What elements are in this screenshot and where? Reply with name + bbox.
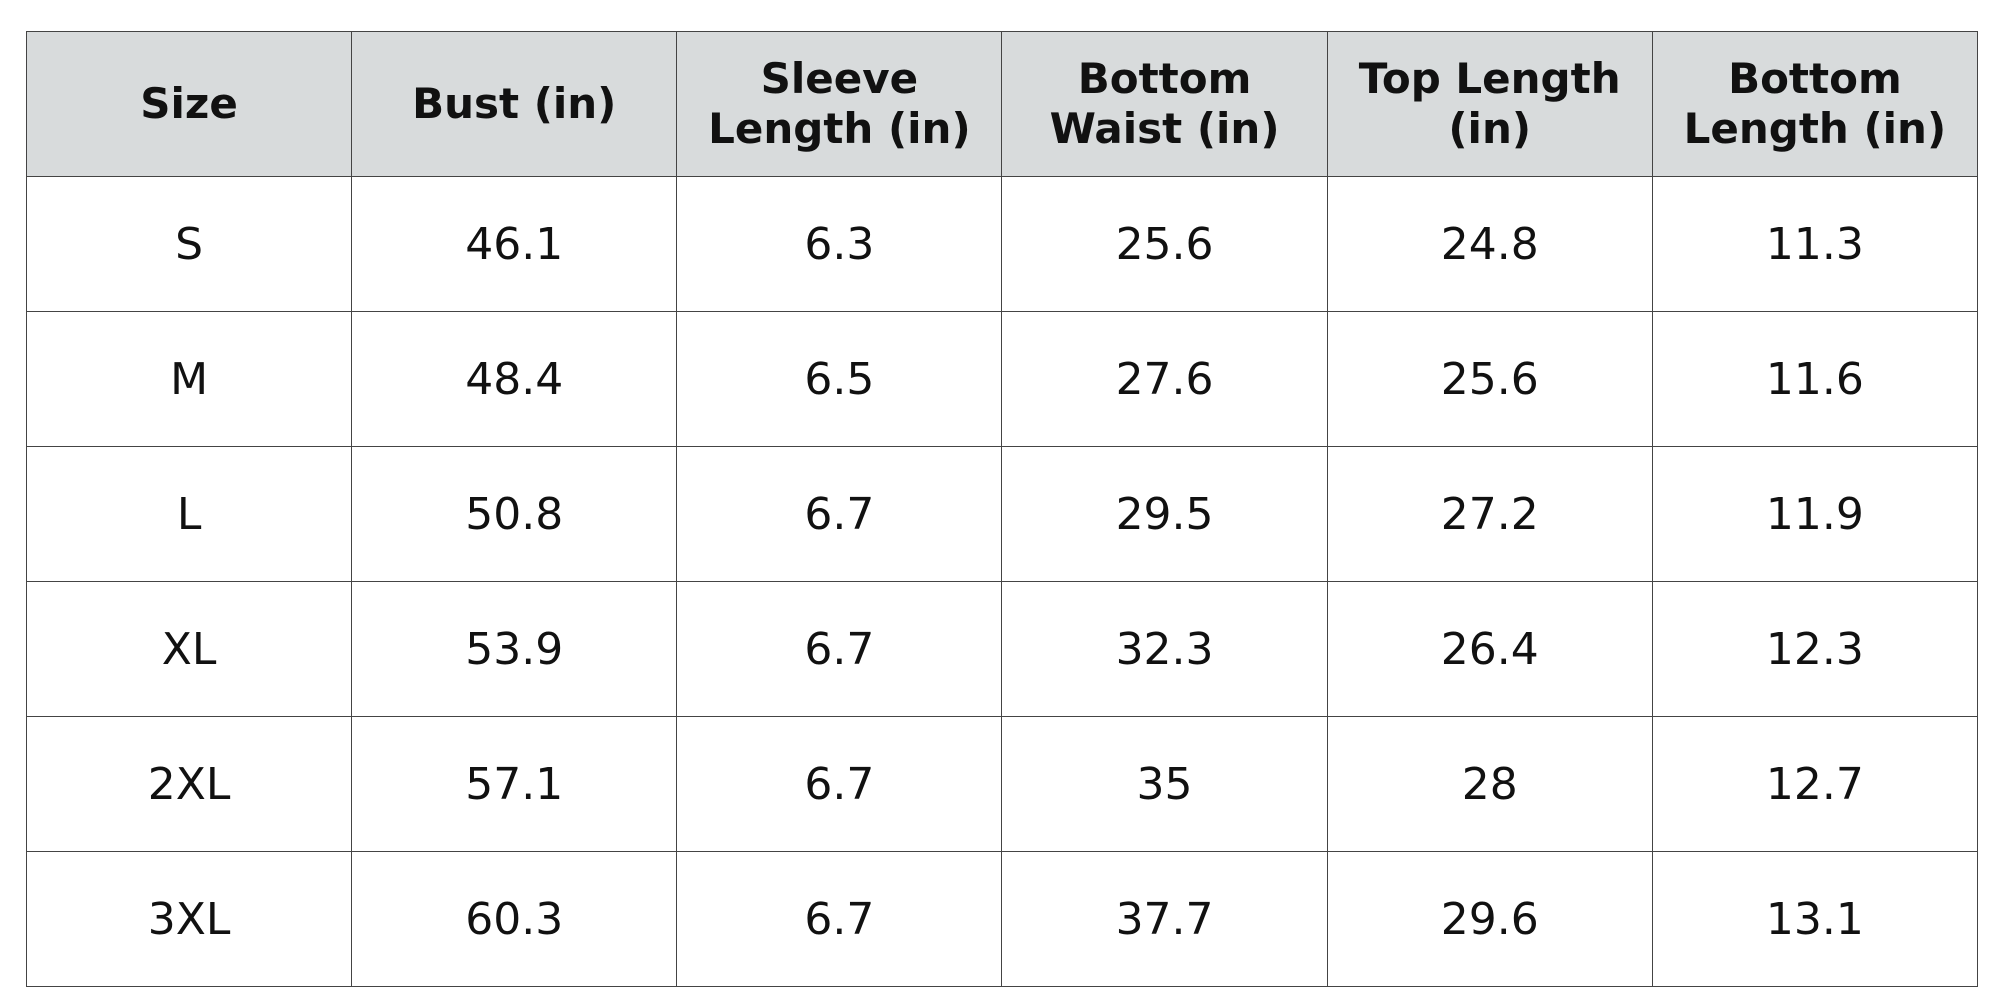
measure-cell: 6.7 xyxy=(676,581,1003,717)
size-cell: M xyxy=(25,311,353,447)
measure-cell: 27.6 xyxy=(1001,311,1328,447)
table-row: L 50.8 6.7 29.5 27.2 11.9 xyxy=(25,446,1979,582)
measure-cell: 12.3 xyxy=(1651,581,1979,717)
size-cell: 2XL xyxy=(25,716,353,852)
measure-cell: 53.9 xyxy=(351,581,678,717)
measure-cell: 27.2 xyxy=(1326,446,1653,582)
measure-cell: 60.3 xyxy=(351,851,678,987)
measure-cell: 50.8 xyxy=(351,446,678,582)
measure-cell: 29.5 xyxy=(1001,446,1328,582)
measure-cell: 25.6 xyxy=(1326,311,1653,447)
measure-cell: 6.7 xyxy=(676,851,1003,987)
column-header: Bottom Length (in) xyxy=(1651,31,1979,177)
column-header: Size xyxy=(25,31,353,177)
measure-cell: 26.4 xyxy=(1326,581,1653,717)
measure-cell: 32.3 xyxy=(1001,581,1328,717)
table-row: M 48.4 6.5 27.6 25.6 11.6 xyxy=(25,311,1979,447)
measure-cell: 11.6 xyxy=(1651,311,1979,447)
measure-cell: 48.4 xyxy=(351,311,678,447)
table-row: XL 53.9 6.7 32.3 26.4 12.3 xyxy=(25,581,1979,717)
measure-cell: 6.5 xyxy=(676,311,1003,447)
measure-cell: 24.8 xyxy=(1326,176,1653,312)
table-row: 2XL 57.1 6.7 35 28 12.7 xyxy=(25,716,1979,852)
table-header: Size Bust (in) Sleeve Length (in) Bottom Wa… xyxy=(25,31,1979,177)
measure-cell: 29.6 xyxy=(1326,851,1653,987)
size-cell: S xyxy=(25,176,353,312)
measure-cell: 25.6 xyxy=(1001,176,1328,312)
table-body: S 46.1 6.3 25.6 24.8 11.3 M 48.4 6.5 27.6 25.6 11.6… xyxy=(25,176,1979,987)
size-cell: XL xyxy=(25,581,353,717)
measure-cell: 11.3 xyxy=(1651,176,1979,312)
measure-cell: 6.3 xyxy=(676,176,1003,312)
column-header: Bottom Waist (in) xyxy=(1001,31,1328,177)
measure-cell: 12.7 xyxy=(1651,716,1979,852)
column-header: Sleeve Length (in) xyxy=(676,31,1003,177)
column-header: Bust (in) xyxy=(351,31,678,177)
column-header: Top Length (in) xyxy=(1326,31,1653,177)
measure-cell: 35 xyxy=(1001,716,1328,852)
measure-cell: 57.1 xyxy=(351,716,678,852)
size-cell: L xyxy=(25,446,353,582)
measure-cell: 46.1 xyxy=(351,176,678,312)
table-row: S 46.1 6.3 25.6 24.8 11.3 xyxy=(25,176,1979,312)
table-row: 3XL 60.3 6.7 37.7 29.6 13.1 xyxy=(25,851,1979,987)
size-cell: 3XL xyxy=(25,851,353,987)
measure-cell: 6.7 xyxy=(676,716,1003,852)
measure-cell: 28 xyxy=(1326,716,1653,852)
measure-cell: 37.7 xyxy=(1001,851,1328,987)
measure-cell: 6.7 xyxy=(676,446,1003,582)
measure-cell: 11.9 xyxy=(1651,446,1979,582)
size-table: Size Bust (in) Sleeve Length (in) Bottom Wa… xyxy=(25,31,1979,987)
measure-cell: 13.1 xyxy=(1651,851,1979,987)
header-row: Size Bust (in) Sleeve Length (in) Bottom Wa… xyxy=(25,31,1979,177)
